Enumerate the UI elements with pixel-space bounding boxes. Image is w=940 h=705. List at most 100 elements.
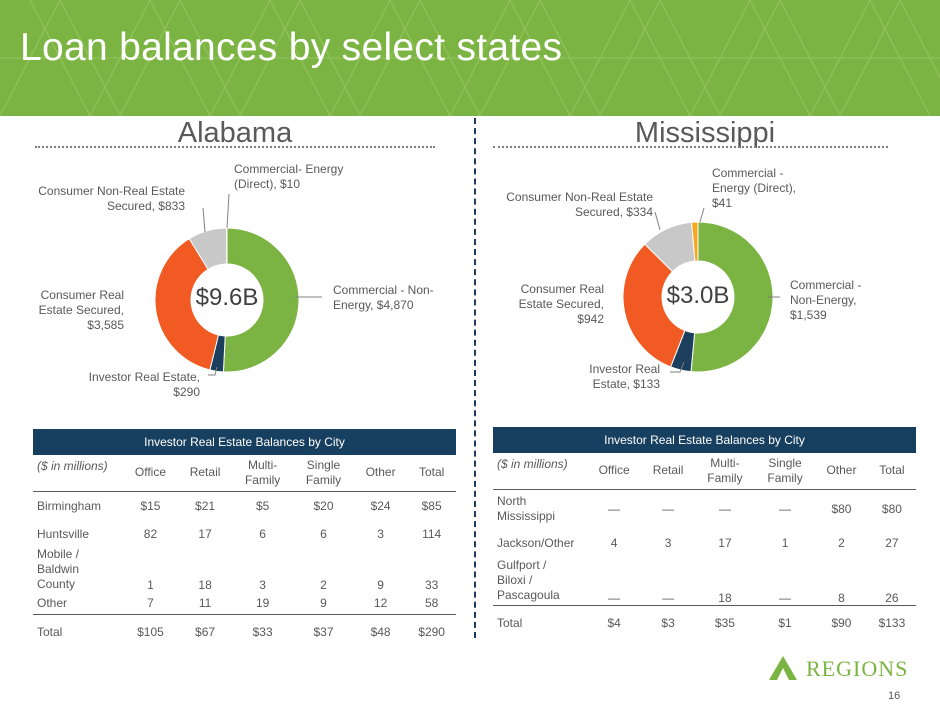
cell: 19 xyxy=(232,592,294,615)
table-row: Other 7 11 19 9 12 58 xyxy=(33,592,456,615)
regions-logo xyxy=(769,656,797,680)
alabama-center-label: $9.6B xyxy=(195,284,259,311)
cell: 6 xyxy=(259,527,266,541)
mississippi-table-header: Investor Real Estate Balances by City xyxy=(493,427,916,453)
cell: — xyxy=(587,557,642,606)
row-city: Total xyxy=(37,625,63,640)
leader-line xyxy=(202,207,206,233)
cell: — xyxy=(755,557,816,606)
cell: 27 xyxy=(885,536,899,550)
alabama-col-multi-family: Multi- Family xyxy=(232,455,294,492)
total-row: Total $105 $67 $33 $37 $48 $290 xyxy=(33,614,456,644)
cell: 58 xyxy=(407,592,456,615)
alabama-table-header: Investor Real Estate Balances by City xyxy=(33,429,456,455)
cell: — xyxy=(718,502,731,517)
cell: 8 xyxy=(815,557,868,606)
cell: $35 xyxy=(714,616,735,631)
donut-slice-commercial-energy-direct- xyxy=(691,221,699,262)
mississippi-label-commercial-non-energy: Commercial - Non-Energy, $1,539 xyxy=(790,278,862,322)
leader-line xyxy=(208,366,218,376)
cell: 3 xyxy=(259,578,266,592)
row-city: Gulfport / Biloxi / Pascagoula xyxy=(493,557,587,606)
cell: $5 xyxy=(255,499,270,514)
cell: $67 xyxy=(195,625,216,640)
alabama-col-other: Other xyxy=(353,455,408,492)
row-city: Jackson/Other xyxy=(497,536,575,550)
table-row: Birmingham $15 $21 $5 $20 $24 $85 xyxy=(33,491,456,521)
row-city: Birmingham xyxy=(37,499,102,514)
cell: — xyxy=(779,502,792,517)
page-title: Loan balances by select states xyxy=(20,26,563,69)
table-row: Jackson/Other 4 3 17 1 2 27 xyxy=(493,529,916,557)
cell: 3 xyxy=(377,527,384,541)
mississippi-label-consumer-non-real-estate: Consumer Non-Real Estate Secured, $334 xyxy=(506,190,653,219)
cell: $290 xyxy=(418,625,445,640)
row-city: Huntsville xyxy=(37,527,90,541)
table-row: North Mississippi — — — — $80 $80 xyxy=(493,489,916,529)
mississippi-title: Mississippi xyxy=(634,117,776,149)
alabama-label-consumer-non-real-estate: Consumer Non-Real Estate Secured, $833 xyxy=(38,184,185,213)
cell: $48 xyxy=(370,625,391,640)
alabama-col-total: Total xyxy=(407,455,456,492)
mississippi-label-investor-real-estate: Investor Real Estate, $133 xyxy=(589,362,660,391)
cell: $1 xyxy=(778,616,792,631)
donut-slice-commercial-non-energy xyxy=(690,221,774,373)
alabama-label-investor-real-estate: Investor Real Estate, $290 xyxy=(88,370,200,399)
cell: — xyxy=(641,557,695,606)
cell: 2 xyxy=(320,578,327,592)
cell: $80 xyxy=(881,502,902,517)
alabama-investor-table: Investor Real Estate Balances by City ($… xyxy=(33,429,456,644)
cell: 11 xyxy=(177,592,233,615)
mississippi-col-single-family: Single Family xyxy=(755,453,816,490)
leader-line xyxy=(670,361,685,373)
cell: 4 xyxy=(610,536,618,550)
title-banner: Loan balances by select states xyxy=(0,0,940,116)
cell: 9 xyxy=(377,578,384,592)
table-row: Gulfport / Biloxi / Pascagoula — — 18 — … xyxy=(493,557,916,606)
cell: 18 xyxy=(694,557,755,606)
cell: $133 xyxy=(878,616,906,631)
mississippi-col-total: Total xyxy=(867,453,916,490)
state-divider xyxy=(474,118,476,638)
cell: $90 xyxy=(831,616,852,631)
cell: 1 xyxy=(781,536,789,550)
mississippi-label-consumer-real-estate: Consumer Real Estate Secured, $942 xyxy=(518,282,604,326)
cell: $3 xyxy=(661,616,675,631)
mississippi-center-label: $3.0B xyxy=(666,282,730,309)
cell: $85 xyxy=(421,499,442,514)
cell: 114 xyxy=(422,527,442,541)
donut-slice-commercial-non-energy xyxy=(222,227,300,373)
cell: 18 xyxy=(198,578,212,592)
regions-logo-text: REGIONS xyxy=(806,656,909,681)
alabama-dotted-rule xyxy=(35,146,435,150)
mississippi-dotted-rule xyxy=(493,146,888,150)
alabama-col-office: Office xyxy=(123,455,178,492)
cell: 26 xyxy=(867,557,916,606)
cell: $33 xyxy=(252,625,273,640)
total-row: Total $4 $3 $35 $1 $90 $133 xyxy=(493,605,916,635)
cell: $24 xyxy=(370,499,391,514)
cell: 82 xyxy=(143,527,158,541)
mississippi-col-office: Office xyxy=(587,453,642,490)
alabama-chart: $9.6B Commercial - Non- Energy, $4,870 I… xyxy=(0,150,460,415)
row-city: Other xyxy=(33,592,123,615)
cell: — xyxy=(608,502,621,517)
mississippi-chart: $3.0B Commercial - Non-Energy, $1,539 In… xyxy=(470,150,930,415)
table-row: Mobile / Baldwin County 1 18 3 2 9 33 xyxy=(33,547,456,592)
row-city: North Mississippi xyxy=(497,494,556,524)
row-city: Total xyxy=(497,616,523,631)
cell: 2 xyxy=(838,536,845,550)
row-city: Mobile / Baldwin County xyxy=(37,547,80,591)
cell: 12 xyxy=(353,592,408,615)
cell: 9 xyxy=(293,592,354,615)
cell: $37 xyxy=(313,625,334,640)
cell: 17 xyxy=(718,536,732,550)
cell: 33 xyxy=(424,578,439,592)
leader-line xyxy=(654,211,661,231)
alabama-table-units: ($ in millions) xyxy=(33,455,123,492)
cell: 1 xyxy=(147,578,154,592)
alabama-label-consumer-real-estate: Consumer Real Estate Secured, $3,585 xyxy=(38,288,124,332)
cell: 3 xyxy=(664,536,672,550)
mississippi-label-commercial-energy: Commercial - Energy (Direct), $41 xyxy=(712,166,797,210)
mississippi-table-units: ($ in millions) xyxy=(493,453,587,490)
